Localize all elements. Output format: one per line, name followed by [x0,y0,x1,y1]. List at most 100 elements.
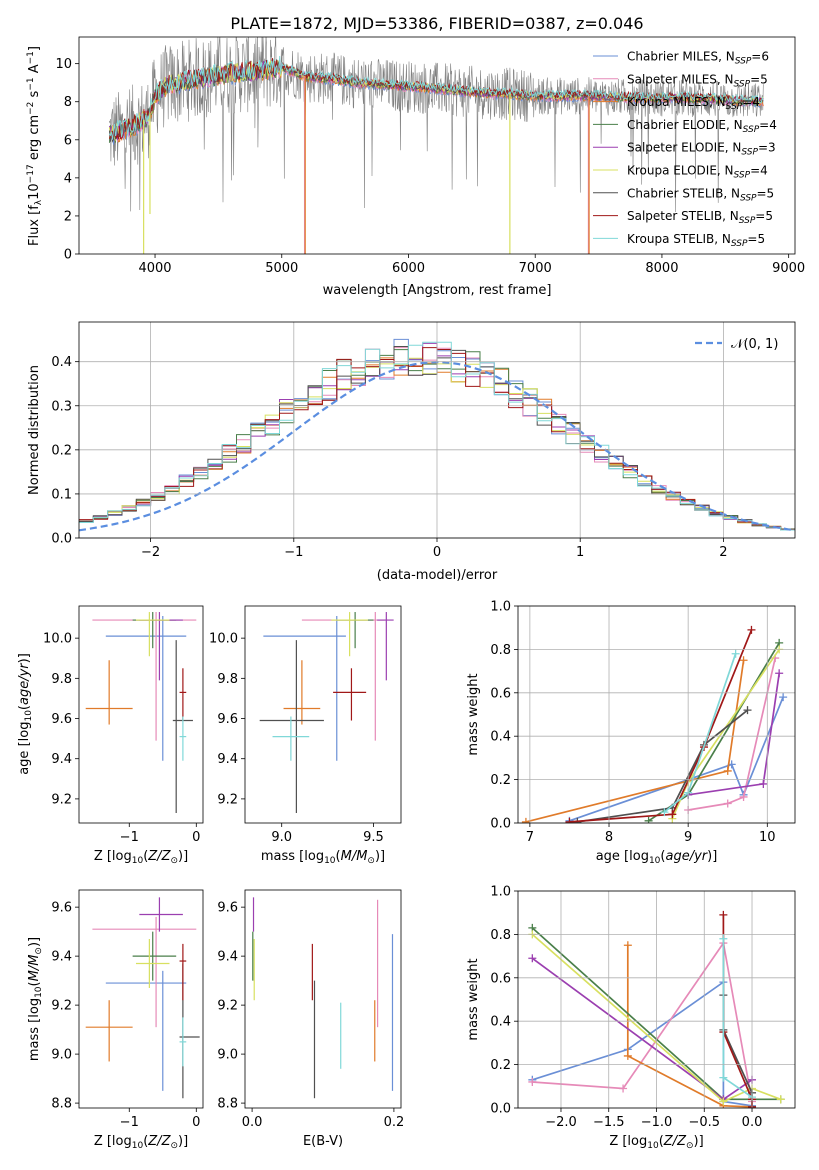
label-part: ⊙ [34,947,44,955]
y-axis-label: Normed distribution [27,365,42,495]
label-part: SSP [741,148,758,158]
label-part: age [log [596,849,649,864]
y-tick-label: 10.0 [43,632,72,647]
label-part: Z [log [94,849,132,864]
y-axis-label: mass weight [466,673,481,755]
y-tick-label: 0.0 [490,1102,511,1117]
y-tick-label: 10.0 [209,632,238,647]
mass-ebv-axes: 0.0 0.2 8.8 9.0 9.2 9.4 9.6 E(B-V) [217,889,404,1149]
weight-marker-kroupa_miles [623,941,632,950]
label-part: Chabrier MILES, N [627,50,735,64]
label-part: ⊙ [170,1141,178,1151]
y-axis-label: mass [log10(M/M⊙)] [27,937,44,1061]
weight-marker-kroupa_stelib [719,934,728,943]
label-part: SSP [726,102,743,112]
y-tick-label: 9.8 [51,672,72,687]
label-part: Z [log [609,1134,647,1149]
y-tick-label: 0.4 [51,355,72,370]
spectrum-axes: 4000 5000 6000 7000 8000 9000 0 2 4 6 8 10 Chabrier … [26,36,805,298]
label-part: )] [27,937,42,947]
x-tick-label: 7 [526,830,534,845]
weight-marker-salpeter_miles [619,1084,628,1093]
label-part: Salpeter ELODIE, N [627,141,741,155]
label-part: =4 [742,95,760,109]
label-part: =5 [747,232,765,246]
axes-frame [517,890,796,1109]
label-part: Chabrier STELIB, N [627,186,740,200]
axes-frame [517,605,796,824]
weight-marker-kroupa_miles [739,656,748,665]
y-axis-label: mass weight [466,958,481,1040]
x-tick-label: 9.0 [271,830,292,845]
y-tick-label: 9.0 [51,1048,72,1063]
y-tick-label: 0.3 [51,399,72,414]
x-axis-label: (data-model)/error [377,568,498,583]
label-part: =5 [755,209,773,223]
plot-area [85,897,200,1099]
label-part: ( [336,849,341,864]
x-tick-label: −0.5 [688,1115,720,1130]
label-part: Z/Z [147,849,171,864]
x-axis-label: Z [log10(Z/Z⊙)] [94,849,188,866]
y-tick-label: 0.6 [490,686,511,701]
label-part: −2 [26,102,36,115]
y-tick-label: 0.2 [490,1058,511,1073]
y-tick-label: 0.8 [490,928,511,943]
label-part: Z/Z [147,1134,171,1149]
weight-line-chabrier_miles [532,980,753,1107]
label-part: SSP [740,193,757,203]
x-tick-label: 6000 [392,261,425,276]
x-tick-label: 1 [576,545,584,560]
label-part: 10 [24,710,34,722]
x-tick-label: −2.0 [545,1115,577,1130]
legend-label: 𝒩(0, 1) [731,337,778,352]
label-part: Kroupa MILES, N [627,95,726,109]
weight-line-salpeter_miles [532,940,753,1102]
label-part: s [27,90,42,101]
weight-marker-kroupa_elodie [719,1097,728,1106]
x-tick-label: −1.5 [593,1115,625,1130]
x-axis-label: E(B-V) [303,1134,343,1149]
label-part: 10 [34,986,44,998]
x-tick-label: 9000 [772,261,805,276]
y-tick-label: 0.4 [490,730,511,745]
label-part: E(B-V) [303,1134,343,1149]
label-part: SSP [739,216,756,226]
label-part: −1 [26,77,36,90]
plots: 4000 5000 6000 7000 8000 90000246810Chabrier … [17,36,805,1151]
y-tick-label: 9.6 [51,901,72,916]
weight-marker-salpeter_miles [723,799,732,808]
y-tick-label: 6 [64,133,72,148]
label-part: SSP [735,57,752,67]
x-tick-label: 4000 [138,261,171,276]
x-tick-label: −1 [120,830,139,845]
weight-marker-salpeter_stelib [747,625,756,634]
label-part: ⊙ [686,1141,694,1151]
x-axis-label: wavelength [Angstrom, rest frame] [323,283,552,298]
y-tick-label: 9.8 [217,672,238,687]
label-part: Salpeter MILES, N [627,72,734,86]
weight-marker-salpeter_elodie [759,779,768,788]
x-tick-label: 9 [684,830,692,845]
legend-label: Chabrier ELODIE, NSSP=4 [627,118,777,135]
label-part: =6 [751,50,769,64]
y-tick-label: 0 [64,248,72,263]
y-tick-label: 9.6 [217,712,238,727]
weight-marker-salpeter_miles [739,792,748,801]
y-tick-label: 2 [64,209,72,224]
label-part: −17 [26,164,36,183]
weight-marker-chabrier_miles [779,693,788,702]
y-tick-label: 9.4 [51,752,72,767]
axes-frame [78,36,796,255]
x-tick-label: 10 [759,830,776,845]
weight-marker-salpeter_stelib [565,817,574,823]
y-tick-label: 8 [64,95,72,110]
weight-marker-salpeter_stelib [719,910,728,919]
label-part: mass [log [261,849,324,864]
x-tick-label: −1 [120,1115,139,1130]
label-part: erg cm [27,115,42,164]
y-tick-label: 0.1 [51,487,72,502]
legend-label: Salpeter MILES, NSSP=5 [627,72,768,89]
y-tick-label: 9.4 [217,752,238,767]
